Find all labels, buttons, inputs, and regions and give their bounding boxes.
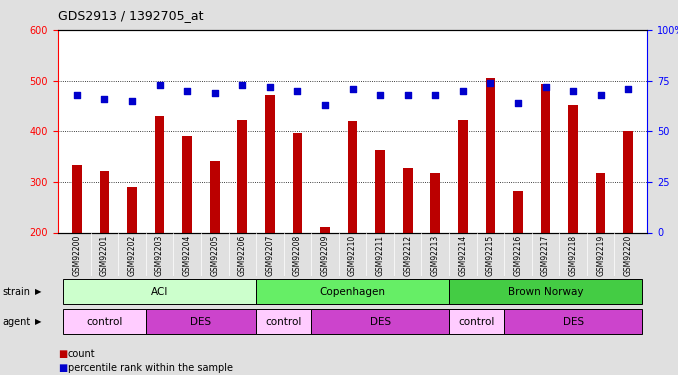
Text: GSM92218: GSM92218: [569, 235, 578, 276]
Text: Brown Norway: Brown Norway: [508, 286, 583, 297]
Bar: [63, 309, 146, 334]
Text: GSM92206: GSM92206: [238, 235, 247, 276]
Bar: [320, 227, 330, 232]
Point: [375, 92, 386, 98]
Text: agent: agent: [2, 316, 31, 327]
Point: [458, 88, 468, 94]
Bar: [146, 309, 256, 334]
Text: GSM92216: GSM92216: [513, 235, 523, 276]
Point: [595, 92, 606, 98]
Bar: [155, 116, 165, 232]
Bar: [72, 165, 82, 232]
Bar: [449, 309, 504, 334]
Point: [237, 82, 247, 88]
Bar: [311, 309, 449, 334]
Text: control: control: [266, 316, 302, 327]
Bar: [63, 279, 256, 304]
Point: [99, 96, 110, 102]
Point: [402, 92, 413, 98]
Text: GSM92210: GSM92210: [348, 235, 357, 276]
Bar: [540, 84, 551, 232]
Text: GSM92201: GSM92201: [100, 235, 109, 276]
Bar: [431, 173, 440, 232]
Text: GSM92215: GSM92215: [486, 235, 495, 276]
Point: [540, 84, 551, 90]
Bar: [403, 168, 412, 232]
Text: GSM92205: GSM92205: [210, 235, 219, 276]
Text: GSM92219: GSM92219: [596, 235, 605, 276]
Point: [513, 100, 523, 106]
Text: ■: ■: [58, 363, 67, 373]
Bar: [458, 120, 468, 232]
Text: GSM92212: GSM92212: [403, 235, 412, 276]
Point: [567, 88, 578, 94]
Point: [347, 86, 358, 92]
Text: ■: ■: [58, 350, 67, 359]
Text: ACI: ACI: [151, 286, 168, 297]
Text: Copenhagen: Copenhagen: [319, 286, 386, 297]
Bar: [182, 136, 192, 232]
Bar: [376, 150, 385, 232]
Point: [71, 92, 82, 98]
Text: control: control: [86, 316, 123, 327]
Bar: [127, 188, 137, 232]
Bar: [348, 121, 357, 232]
Text: strain: strain: [2, 286, 30, 297]
Bar: [100, 171, 109, 232]
Text: GDS2913 / 1392705_at: GDS2913 / 1392705_at: [58, 9, 203, 22]
Bar: [256, 309, 311, 334]
Bar: [485, 78, 495, 232]
Text: ▶: ▶: [35, 317, 41, 326]
Text: GSM92209: GSM92209: [321, 235, 330, 276]
Bar: [265, 95, 275, 232]
Text: GSM92202: GSM92202: [127, 235, 136, 276]
Text: DES: DES: [191, 316, 212, 327]
Text: GSM92207: GSM92207: [265, 235, 275, 276]
Point: [182, 88, 193, 94]
Text: GSM92213: GSM92213: [431, 235, 440, 276]
Point: [623, 86, 634, 92]
Text: control: control: [458, 316, 495, 327]
Bar: [256, 279, 449, 304]
Point: [292, 88, 303, 94]
Text: ▶: ▶: [35, 287, 41, 296]
Text: GSM92208: GSM92208: [293, 235, 302, 276]
Bar: [568, 105, 578, 232]
Text: GSM92211: GSM92211: [376, 235, 384, 276]
Text: percentile rank within the sample: percentile rank within the sample: [68, 363, 233, 373]
Text: GSM92204: GSM92204: [182, 235, 192, 276]
Text: DES: DES: [563, 316, 584, 327]
Point: [210, 90, 220, 96]
Point: [485, 80, 496, 86]
Text: GSM92203: GSM92203: [155, 235, 164, 276]
Bar: [596, 173, 605, 232]
Bar: [504, 309, 642, 334]
Point: [430, 92, 441, 98]
Bar: [293, 133, 302, 232]
Text: GSM92214: GSM92214: [458, 235, 467, 276]
Bar: [210, 160, 220, 232]
Text: GSM92220: GSM92220: [624, 235, 633, 276]
Point: [264, 84, 275, 90]
Bar: [449, 279, 642, 304]
Point: [154, 82, 165, 88]
Bar: [513, 192, 523, 232]
Bar: [623, 131, 633, 232]
Bar: [237, 120, 247, 232]
Point: [127, 98, 138, 104]
Text: DES: DES: [370, 316, 391, 327]
Point: [319, 102, 330, 108]
Text: GSM92217: GSM92217: [541, 235, 550, 276]
Text: count: count: [68, 350, 96, 359]
Text: GSM92200: GSM92200: [73, 235, 81, 276]
